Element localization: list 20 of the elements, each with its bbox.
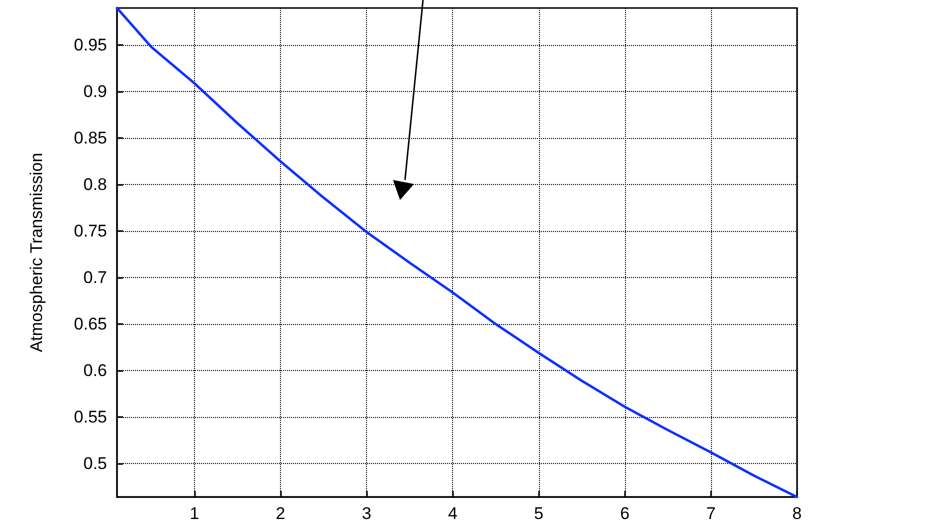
x-tick-label: 8 — [792, 504, 802, 523]
x-tick-label: 1 — [190, 504, 200, 523]
y-tick-label: 0.9 — [83, 82, 107, 102]
x-tick-label: 4 — [448, 504, 458, 523]
x-tick-label: 6 — [620, 504, 630, 523]
x-tick-label: 3 — [362, 504, 372, 523]
x-tick-label: 2 — [276, 504, 286, 523]
y-tick-label: 0.6 — [83, 361, 107, 380]
line-series — [116, 6, 798, 498]
y-tick-label: 0.65 — [74, 314, 107, 334]
y-axis-title: Atmospheric Transmission — [27, 152, 46, 352]
x-tick-label: 5 — [534, 504, 544, 523]
y-tick-label: 0.85 — [74, 128, 107, 148]
x-tick-label: 7 — [706, 504, 716, 523]
y-tick-label: 0.7 — [83, 268, 107, 288]
y-tick-label: 0.75 — [74, 222, 107, 241]
y-tick-label: 0.95 — [74, 36, 107, 55]
y-tick-label: 0.8 — [83, 175, 107, 194]
y-tick-label: 0.5 — [83, 454, 107, 474]
y-tick-label: 0.55 — [74, 408, 107, 427]
